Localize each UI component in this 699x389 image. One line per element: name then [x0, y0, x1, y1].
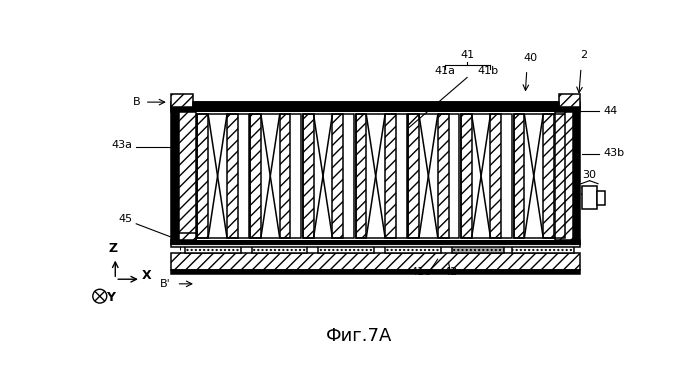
- Bar: [461, 114, 472, 238]
- Text: 43a: 43a: [111, 140, 132, 150]
- Bar: [171, 102, 580, 107]
- Bar: [171, 270, 580, 274]
- Text: 40: 40: [524, 53, 538, 63]
- Bar: [514, 114, 524, 238]
- Bar: [171, 241, 580, 244]
- Text: B': B': [160, 279, 171, 289]
- Bar: [514, 114, 565, 238]
- Bar: [452, 241, 504, 253]
- Bar: [227, 114, 238, 238]
- Text: 30: 30: [582, 170, 596, 180]
- Text: B: B: [132, 97, 140, 107]
- Text: 41c: 41c: [410, 266, 431, 277]
- Text: 41b: 41b: [477, 67, 498, 76]
- Text: Z: Z: [108, 242, 117, 254]
- Bar: [197, 114, 208, 238]
- Bar: [582, 186, 598, 209]
- Bar: [171, 95, 193, 107]
- Text: 32: 32: [573, 186, 587, 196]
- Bar: [171, 107, 580, 112]
- Text: 45: 45: [118, 214, 132, 224]
- Bar: [179, 112, 196, 240]
- Bar: [250, 114, 261, 238]
- Bar: [461, 114, 512, 238]
- Bar: [559, 95, 580, 107]
- Bar: [408, 114, 419, 238]
- Bar: [197, 114, 249, 238]
- Text: Y: Y: [106, 291, 115, 304]
- Text: Фиг.7А: Фиг.7А: [326, 327, 392, 345]
- Bar: [185, 241, 241, 253]
- Bar: [408, 114, 459, 238]
- Text: 2: 2: [579, 50, 587, 60]
- Bar: [318, 241, 374, 253]
- Bar: [572, 107, 580, 244]
- Bar: [179, 112, 572, 240]
- Bar: [303, 114, 314, 238]
- Bar: [556, 112, 572, 240]
- Text: 43b: 43b: [603, 148, 625, 158]
- Text: 41: 41: [460, 50, 474, 60]
- Bar: [250, 114, 301, 238]
- Bar: [252, 241, 308, 253]
- Text: X: X: [142, 269, 152, 282]
- Bar: [543, 114, 554, 238]
- Bar: [385, 241, 441, 253]
- Bar: [356, 114, 366, 238]
- Text: 44: 44: [603, 106, 618, 116]
- Bar: [171, 253, 580, 270]
- Bar: [303, 114, 354, 238]
- Bar: [179, 233, 196, 240]
- Text: 41a: 41a: [435, 67, 456, 76]
- Bar: [598, 191, 605, 205]
- Bar: [193, 102, 559, 107]
- Bar: [438, 114, 449, 238]
- Bar: [171, 107, 179, 244]
- Bar: [171, 107, 580, 244]
- Text: 31: 31: [586, 186, 600, 196]
- Bar: [356, 114, 407, 238]
- Bar: [385, 114, 396, 238]
- Bar: [332, 114, 343, 238]
- Bar: [171, 240, 580, 244]
- Bar: [280, 114, 290, 238]
- Bar: [491, 114, 501, 238]
- Text: 42: 42: [443, 266, 457, 277]
- Bar: [171, 244, 580, 247]
- Bar: [512, 241, 574, 253]
